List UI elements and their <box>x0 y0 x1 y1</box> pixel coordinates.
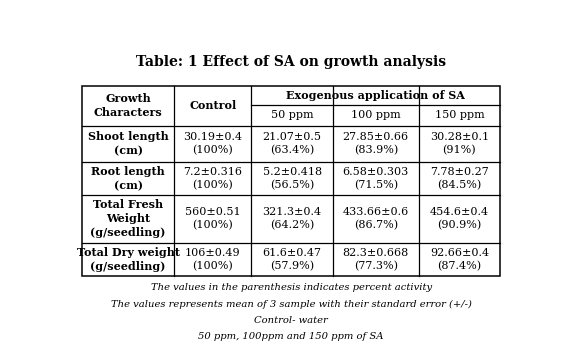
Text: 106±0.49
(100%): 106±0.49 (100%) <box>185 248 240 271</box>
Text: 50 ppm: 50 ppm <box>271 110 314 120</box>
Text: 21.07±0.5
(63.4%): 21.07±0.5 (63.4%) <box>262 132 321 156</box>
Text: 433.66±0.6
(86.7%): 433.66±0.6 (86.7%) <box>343 207 409 231</box>
Text: 454.6±0.4
(90.9%): 454.6±0.4 (90.9%) <box>430 207 489 231</box>
Text: 50 ppm, 100ppm and 150 ppm of SA: 50 ppm, 100ppm and 150 ppm of SA <box>198 332 384 341</box>
Text: Control- water: Control- water <box>254 316 328 325</box>
Text: The values represents mean of 3 sample with their standard error (+/-): The values represents mean of 3 sample w… <box>111 300 471 309</box>
Text: Total Dry weight
(g/seedling): Total Dry weight (g/seedling) <box>77 247 179 272</box>
Text: 100 ppm: 100 ppm <box>351 110 400 120</box>
Text: The values in the parenthesis indicates percent activity: The values in the parenthesis indicates … <box>151 283 432 292</box>
Text: Growth
Characters: Growth Characters <box>94 93 162 118</box>
Text: 30.28±0.1
(91%): 30.28±0.1 (91%) <box>430 132 489 156</box>
Text: Total Fresh
Weight
(g/seedling): Total Fresh Weight (g/seedling) <box>90 199 166 238</box>
Text: Table: 1 Effect of SA on growth analysis: Table: 1 Effect of SA on growth analysis <box>136 55 446 69</box>
Text: 82.3±0.668
(77.3%): 82.3±0.668 (77.3%) <box>343 248 409 271</box>
Text: Root length
(cm): Root length (cm) <box>91 166 165 191</box>
Text: 5.2±0.418
(56.5%): 5.2±0.418 (56.5%) <box>262 167 321 190</box>
Text: 321.3±0.4
(64.2%): 321.3±0.4 (64.2%) <box>262 207 321 231</box>
Text: 30.19±0.4
(100%): 30.19±0.4 (100%) <box>183 132 242 156</box>
Text: Exogenous application of SA: Exogenous application of SA <box>286 90 465 101</box>
Text: 7.2±0.316
(100%): 7.2±0.316 (100%) <box>183 167 242 190</box>
Text: 61.6±0.47
(57.9%): 61.6±0.47 (57.9%) <box>262 248 321 271</box>
Text: 6.58±0.303
(71.5%): 6.58±0.303 (71.5%) <box>343 167 409 190</box>
Text: 27.85±0.66
(83.9%): 27.85±0.66 (83.9%) <box>343 132 409 156</box>
Text: 560±0.51
(100%): 560±0.51 (100%) <box>185 207 240 231</box>
Text: Shoot length
(cm): Shoot length (cm) <box>87 131 168 156</box>
Text: 150 ppm: 150 ppm <box>435 110 485 120</box>
Text: 7.78±0.27
(84.5%): 7.78±0.27 (84.5%) <box>430 167 489 190</box>
Text: 92.66±0.4
(87.4%): 92.66±0.4 (87.4%) <box>430 248 489 271</box>
Text: Control: Control <box>189 100 236 111</box>
